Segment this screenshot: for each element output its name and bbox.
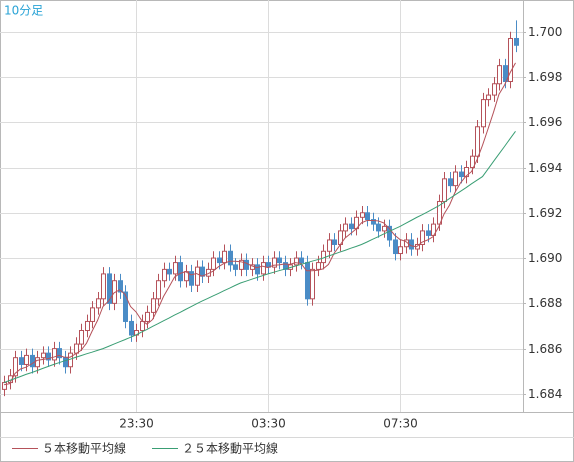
- candle-body: [151, 298, 156, 313]
- moving-average-line: [3, 62, 516, 386]
- chart-title: 10分足: [4, 4, 43, 18]
- candle-body: [261, 262, 266, 275]
- candle-body: [85, 320, 90, 332]
- candle-body: [178, 262, 183, 282]
- candle-body: [173, 262, 178, 275]
- candle-body: [57, 348, 62, 359]
- candle-body: [52, 348, 57, 361]
- candle-body: [426, 230, 431, 236]
- candle-body: [140, 320, 145, 332]
- legend-label: ５本移動平均線: [42, 441, 126, 456]
- candle-body: [74, 343, 79, 354]
- candle-body: [244, 259, 249, 270]
- candle-body: [277, 257, 282, 264]
- candle-body: [442, 178, 447, 202]
- candle-body: [13, 357, 18, 377]
- candle-body: [327, 239, 332, 252]
- candle-body: [393, 239, 398, 255]
- candle-body: [382, 225, 387, 232]
- x-tick-label: 07:30: [383, 417, 418, 431]
- candle-body: [398, 246, 403, 255]
- candle-body: [211, 257, 216, 270]
- candle-body: [107, 273, 112, 304]
- candle-body: [217, 257, 222, 264]
- candle-body: [459, 171, 464, 178]
- candle-body: [508, 37, 513, 82]
- candle-body: [299, 257, 304, 264]
- candle-body: [310, 268, 315, 300]
- candle-body: [30, 354, 35, 368]
- x-tick-label: 23:30: [119, 417, 154, 431]
- candle-body: [118, 280, 123, 293]
- candle-body: [305, 262, 310, 300]
- candle-body: [332, 239, 337, 245]
- candle-body: [233, 264, 238, 270]
- candle-body: [349, 223, 354, 230]
- y-tick-label: 1.694: [528, 161, 562, 175]
- candle-body: [46, 352, 51, 361]
- candle-body: [503, 65, 508, 82]
- candle-body: [239, 259, 244, 270]
- candle-body: [63, 357, 68, 368]
- legend-label: ２５本移動平均線: [182, 441, 278, 456]
- candle-body: [41, 352, 46, 359]
- y-tick-label: 1.698: [528, 70, 562, 84]
- candle-body: [129, 320, 134, 336]
- candle-body: [497, 65, 502, 85]
- y-tick-label: 1.684: [528, 387, 562, 401]
- candle-body: [167, 268, 172, 275]
- candle-body: [195, 266, 200, 286]
- candle-body: [19, 357, 24, 365]
- y-tick-label: 1.696: [528, 115, 562, 129]
- y-tick-label: 1.686: [528, 342, 562, 356]
- y-tick-label: 1.692: [528, 206, 562, 220]
- candle-body: [200, 266, 205, 277]
- candle-body: [448, 178, 453, 187]
- candle-body: [470, 155, 475, 169]
- candle-body: [101, 273, 106, 300]
- y-tick-label: 1.700: [528, 25, 562, 39]
- candle-body: [486, 94, 491, 101]
- candle-body: [145, 311, 150, 322]
- candle-body: [162, 268, 167, 282]
- y-tick-label: 1.688: [528, 296, 562, 310]
- candle-body: [272, 257, 277, 268]
- candle-body: [371, 219, 376, 225]
- candle-body: [189, 271, 194, 286]
- candle-body: [464, 167, 469, 178]
- candle-body: [316, 262, 321, 270]
- candle-body: [79, 330, 84, 345]
- candle-body: [360, 212, 365, 218]
- candle-body: [123, 291, 128, 322]
- candle-body: [492, 83, 497, 96]
- candle-body: [475, 126, 480, 157]
- candle-body: [255, 264, 260, 275]
- candle-body: [35, 357, 40, 368]
- candle-body: [420, 230, 425, 245]
- candle-body: [365, 212, 370, 221]
- candle-body: [156, 280, 161, 300]
- candle-body: [453, 171, 458, 187]
- candle-body: [90, 307, 95, 322]
- candle-body: [228, 250, 233, 266]
- candle-body: [376, 223, 381, 232]
- moving-average-line: [3, 131, 516, 384]
- y-tick-label: 1.690: [528, 251, 562, 265]
- candle-body: [294, 257, 299, 266]
- candle-body: [2, 382, 7, 390]
- marks-layer: [2, 20, 519, 397]
- candle-body: [343, 223, 348, 232]
- candle-body: [96, 298, 101, 309]
- candle-body: [481, 99, 486, 128]
- candle-body: [387, 225, 392, 241]
- x-tick-label: 03:30: [251, 417, 286, 431]
- grid-layer: [0, 0, 523, 412]
- candle-body: [24, 354, 29, 365]
- candle-body: [514, 37, 519, 46]
- candle-body: [222, 250, 227, 264]
